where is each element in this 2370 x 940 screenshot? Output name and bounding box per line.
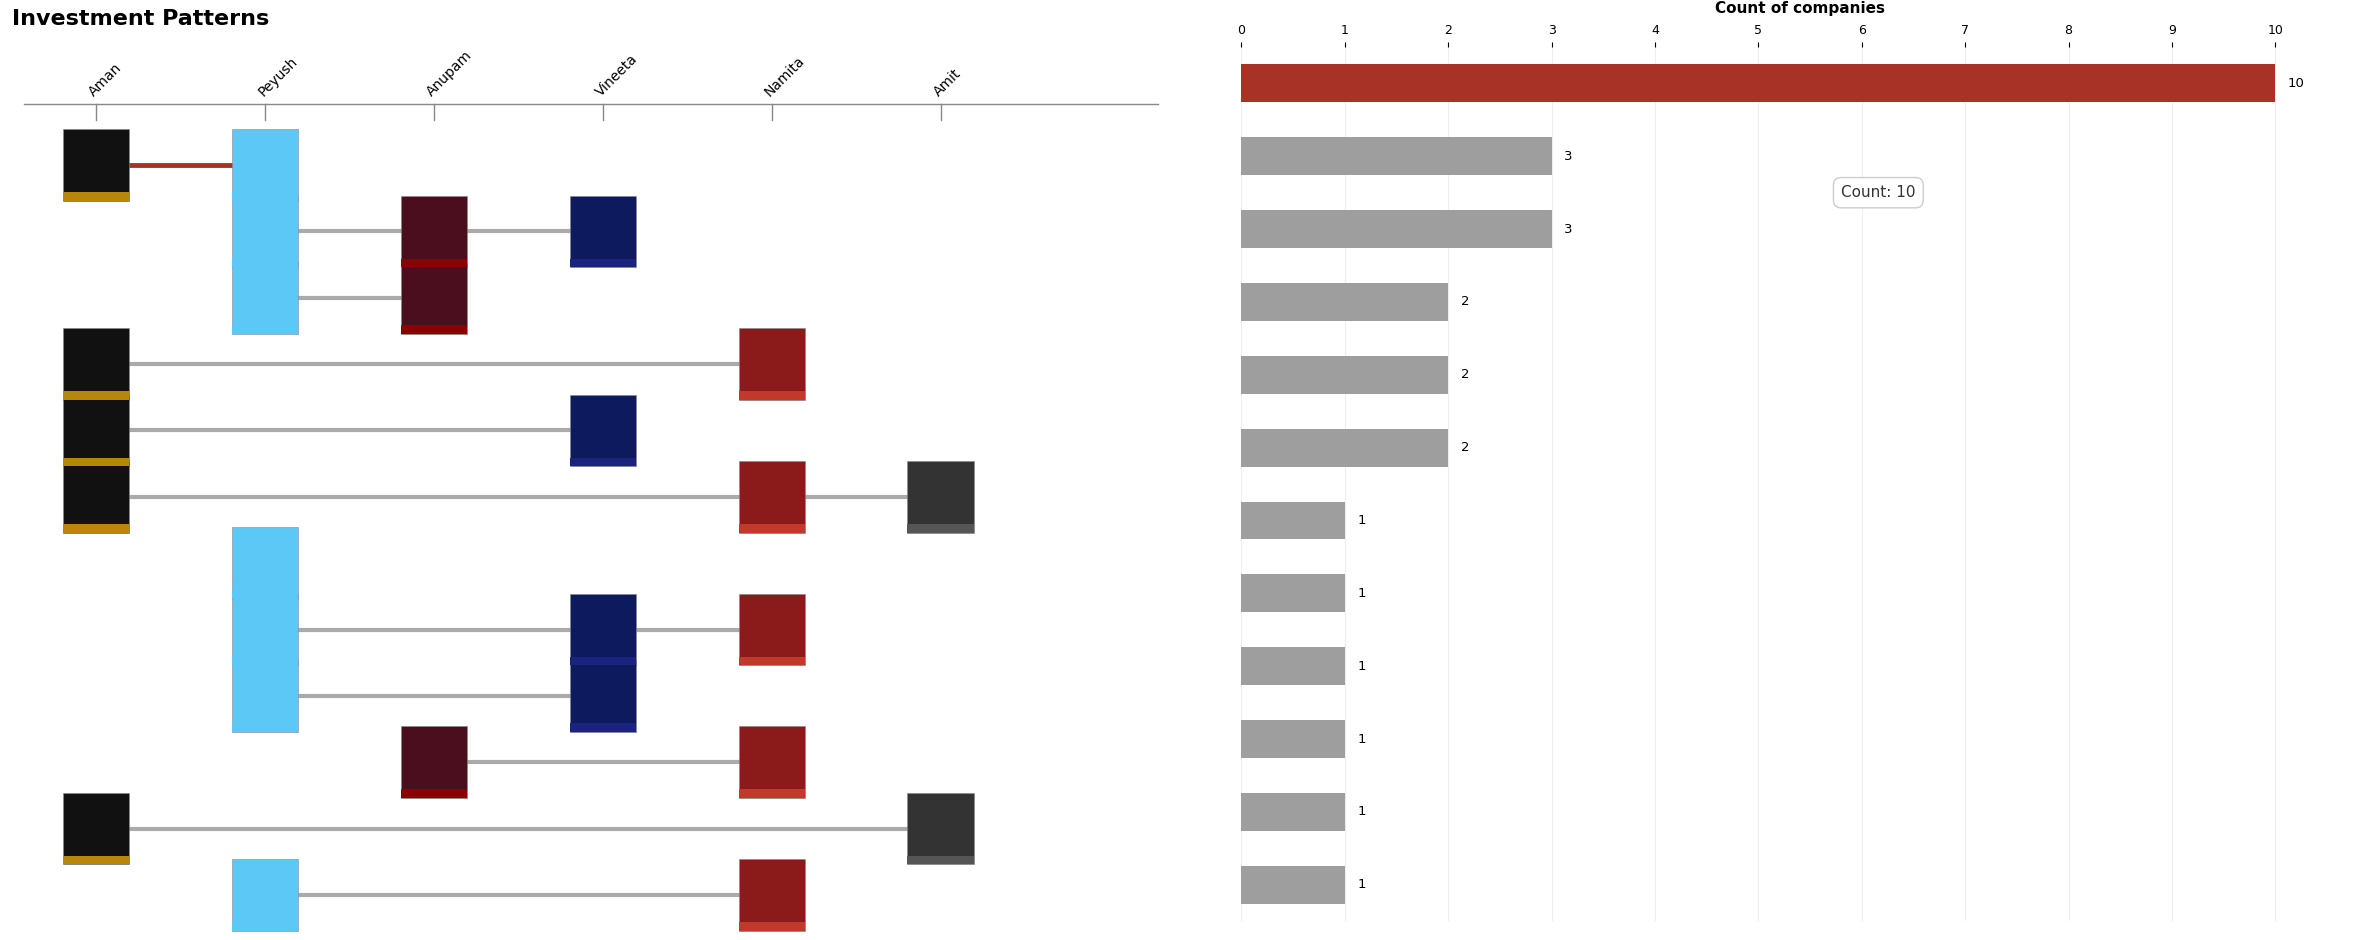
Bar [1242,65,2275,102]
Text: 1: 1 [1358,732,1365,745]
Bar [739,727,806,798]
Bar [232,262,299,334]
Bar [401,196,467,267]
Bar [569,657,635,666]
Bar [569,594,635,666]
Bar [401,727,467,798]
Bar [739,461,806,533]
Bar [232,657,299,666]
Bar [908,525,974,533]
Bar [569,660,635,731]
Bar [739,328,806,400]
Bar [64,792,130,865]
Bar [232,527,299,599]
Title: Count of companies: Count of companies [1716,1,1884,16]
Bar [569,196,635,267]
Bar [232,193,299,201]
Bar [569,395,635,466]
Text: 1: 1 [1358,660,1365,673]
Bar [1242,793,1344,831]
Bar [232,723,299,731]
Text: 2: 2 [1460,295,1469,308]
Bar [1242,356,1448,394]
Bar [401,258,467,267]
Text: Peyush: Peyush [256,55,301,100]
Bar [739,922,806,931]
Bar [1242,502,1344,540]
Bar [1242,720,1344,758]
Text: 3: 3 [1564,223,1571,236]
Bar [1242,137,1552,175]
Bar [569,723,635,731]
Bar [232,258,299,267]
Text: 2: 2 [1460,368,1469,382]
Text: Amit: Amit [931,67,965,100]
Bar [232,859,299,931]
Text: Vineeta: Vineeta [592,52,640,100]
Bar [908,855,974,865]
Bar [401,262,467,334]
Bar [64,855,130,865]
Bar [739,657,806,666]
Text: Investment Patterns: Investment Patterns [12,9,270,29]
Bar [908,461,974,533]
Bar [401,790,467,798]
Text: 1: 1 [1358,514,1365,527]
Bar [569,458,635,466]
Bar [1242,211,1552,248]
Text: Aman: Aman [85,61,126,100]
Text: Anupam: Anupam [424,49,474,100]
Bar [1242,283,1448,321]
Bar [739,525,806,533]
Bar [64,525,130,533]
Bar [232,129,299,201]
Bar [739,790,806,798]
Text: 1: 1 [1358,878,1365,891]
Text: Count: 10: Count: 10 [1841,185,1915,200]
Bar [64,391,130,400]
Text: 3: 3 [1564,149,1571,163]
Text: 2: 2 [1460,441,1469,454]
Bar [232,594,299,666]
Text: 1: 1 [1358,806,1365,819]
Text: 10: 10 [2287,77,2304,90]
Bar [569,258,635,267]
Bar [1242,648,1344,685]
Bar [1242,574,1344,612]
Text: Namita: Namita [761,54,808,100]
Bar [739,859,806,931]
Bar [1242,429,1448,466]
Bar [232,590,299,599]
Bar [739,391,806,400]
Bar [232,922,299,931]
Bar [232,660,299,731]
Bar [401,325,467,334]
Bar [64,458,130,466]
Bar [64,328,130,400]
Bar [232,325,299,334]
Bar [908,792,974,865]
Text: 1: 1 [1358,587,1365,600]
Bar [64,129,130,201]
Bar [64,395,130,466]
Bar [232,196,299,267]
Bar [1242,866,1344,903]
Bar [64,193,130,201]
Bar [64,461,130,533]
Bar [739,594,806,666]
